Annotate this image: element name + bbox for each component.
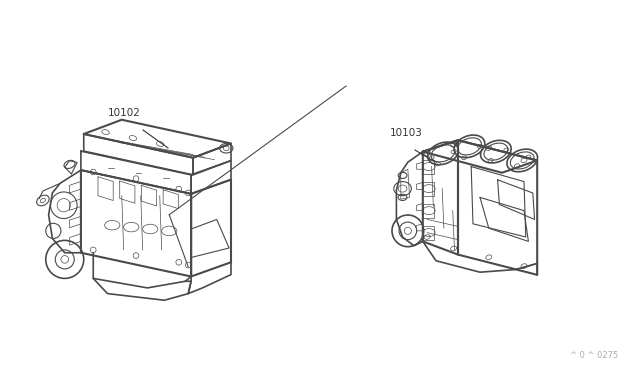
Text: 10102: 10102 (108, 108, 141, 118)
Text: 10103: 10103 (390, 128, 423, 138)
Text: ^ 0 ^ 0275: ^ 0 ^ 0275 (570, 351, 618, 360)
